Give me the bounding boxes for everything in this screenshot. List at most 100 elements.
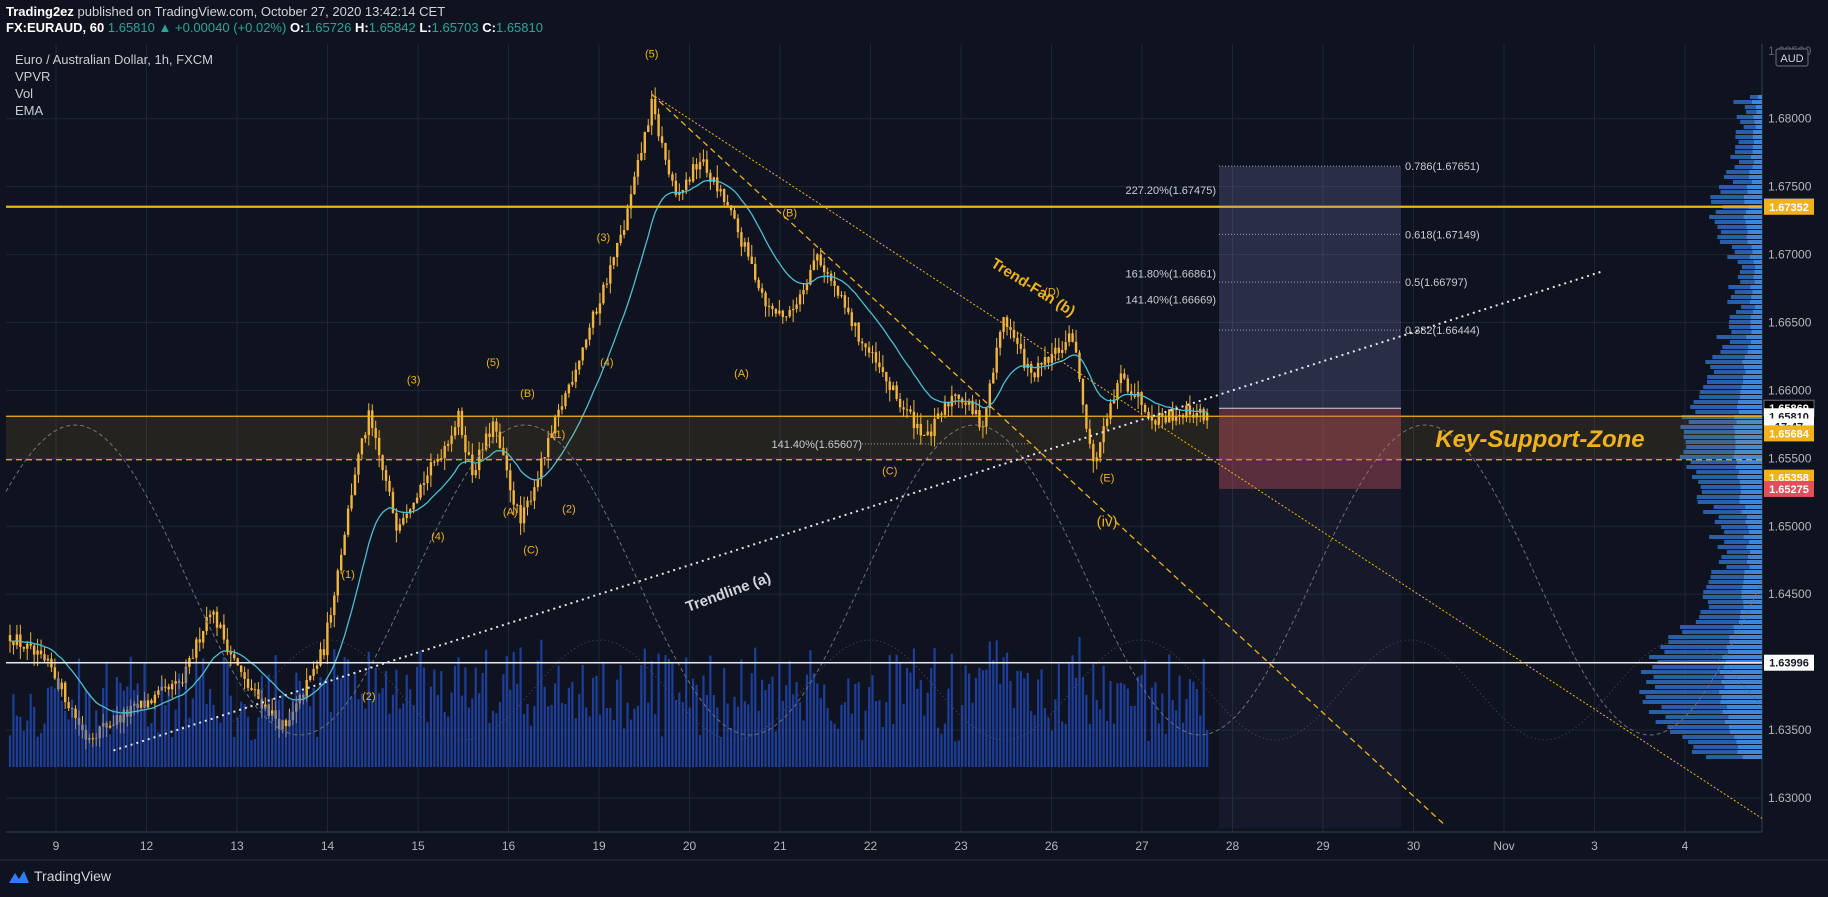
- candle-body: [360, 438, 364, 455]
- volume-bar: [74, 719, 77, 767]
- candle-body: [1019, 343, 1023, 349]
- candle-body: [736, 218, 740, 233]
- candle-body: [705, 159, 709, 173]
- volume-profile-bar: [1726, 170, 1750, 174]
- key-support-zone: [6, 416, 1762, 460]
- volume-profile-bar: [1709, 215, 1744, 219]
- candle-body: [1147, 411, 1150, 416]
- h-value: 1.65842: [368, 20, 416, 35]
- volume-bar: [854, 683, 857, 767]
- candle-body: [1105, 418, 1109, 427]
- candle-body: [29, 643, 32, 646]
- volume-bar: [416, 666, 419, 767]
- volume-profile-bar: [1750, 315, 1762, 319]
- candle-body: [591, 311, 595, 328]
- volume-bar: [1092, 662, 1095, 767]
- candle-body: [678, 192, 681, 195]
- volume-bar: [1137, 676, 1140, 767]
- candle-body: [181, 682, 184, 684]
- volume-bar: [781, 701, 784, 767]
- volume-profile-bar: [1728, 725, 1762, 729]
- tradingview-logo[interactable]: TradingView: [8, 868, 111, 884]
- publish-info: Trading2ez published on TradingView.com,…: [6, 4, 445, 19]
- volume-bar: [433, 669, 436, 767]
- candle-body: [412, 502, 415, 510]
- volume-profile-bar: [1729, 635, 1762, 639]
- candle-body: [760, 288, 764, 293]
- volume-profile-bar: [1732, 180, 1752, 184]
- volume-bar: [91, 742, 94, 767]
- candle-body: [854, 322, 857, 327]
- volume-bar: [978, 667, 981, 767]
- volume-bar: [402, 703, 405, 767]
- indicator-vpvr[interactable]: VPVR: [15, 69, 51, 84]
- fib-level-label: 0.786(1.67651): [1405, 161, 1480, 173]
- volume-bar: [581, 665, 584, 767]
- volume-bar: [795, 682, 798, 767]
- volume-bar: [353, 672, 357, 767]
- volume-bar: [516, 683, 519, 767]
- volume-bar: [436, 694, 439, 767]
- volume-bar: [1140, 675, 1143, 767]
- wave-label: (D): [1044, 286, 1059, 298]
- x-tick-label: 28: [1226, 839, 1240, 853]
- volume-profile-bar: [1746, 335, 1762, 339]
- volume-profile-bar: [1738, 470, 1762, 474]
- volume-bar: [788, 661, 791, 767]
- volume-profile-bar: [1748, 540, 1762, 544]
- candle-body: [8, 635, 12, 642]
- candle-body: [53, 667, 57, 679]
- volume-bar: [136, 683, 139, 767]
- volume-bar: [999, 683, 1002, 767]
- candle-body: [974, 410, 978, 415]
- volume-bar: [578, 694, 581, 767]
- volume-bar: [81, 722, 84, 767]
- volume-profile-bar: [1682, 630, 1735, 634]
- candle-body: [564, 393, 567, 407]
- volume-bar: [150, 722, 153, 767]
- candle-body: [567, 384, 571, 394]
- volume-bar: [905, 667, 909, 767]
- volume-bar: [1095, 699, 1098, 767]
- volume-profile-bar: [1708, 580, 1744, 584]
- candle-body: [67, 702, 70, 709]
- volume-profile-bar: [1722, 345, 1749, 349]
- volume-bar: [857, 682, 860, 767]
- candle-body: [426, 475, 429, 484]
- cycle-curve: [5, 424, 1763, 736]
- volume-profile-bar: [1719, 240, 1748, 244]
- candle-body: [1064, 342, 1067, 350]
- candle-body: [609, 265, 612, 284]
- candle-body: [191, 657, 195, 659]
- volume-bar: [764, 690, 767, 767]
- candle-body: [971, 400, 974, 415]
- candle-body: [964, 402, 967, 405]
- volume-bar: [478, 693, 481, 767]
- volume-bar: [695, 684, 698, 767]
- candle-body: [605, 283, 609, 285]
- volume-profile-bar: [1745, 505, 1762, 509]
- candle-body: [457, 410, 460, 428]
- candle-body: [840, 295, 843, 297]
- volume-bar: [585, 707, 588, 767]
- volume-bar: [322, 680, 326, 767]
- volume-bar: [1016, 670, 1019, 767]
- volume-profile-bar: [1721, 525, 1748, 529]
- volume-profile-bar: [1757, 95, 1762, 99]
- volume-bar: [529, 725, 533, 767]
- candle-body: [236, 658, 239, 666]
- candle-body: [522, 507, 526, 524]
- volume-profile-bar: [1724, 685, 1762, 689]
- volume-bar: [391, 694, 395, 767]
- volume-profile-bar: [1681, 415, 1734, 419]
- volume-bar: [188, 717, 191, 767]
- volume-profile-bar: [1746, 185, 1762, 189]
- candle-body: [1150, 415, 1154, 421]
- candle-body: [754, 263, 757, 280]
- volume-bar: [964, 665, 967, 767]
- volume-bar: [329, 712, 332, 767]
- volume-profile-bar: [1747, 190, 1762, 194]
- indicator-ema[interactable]: EMA: [15, 103, 44, 118]
- indicator-vol[interactable]: Vol: [15, 86, 34, 101]
